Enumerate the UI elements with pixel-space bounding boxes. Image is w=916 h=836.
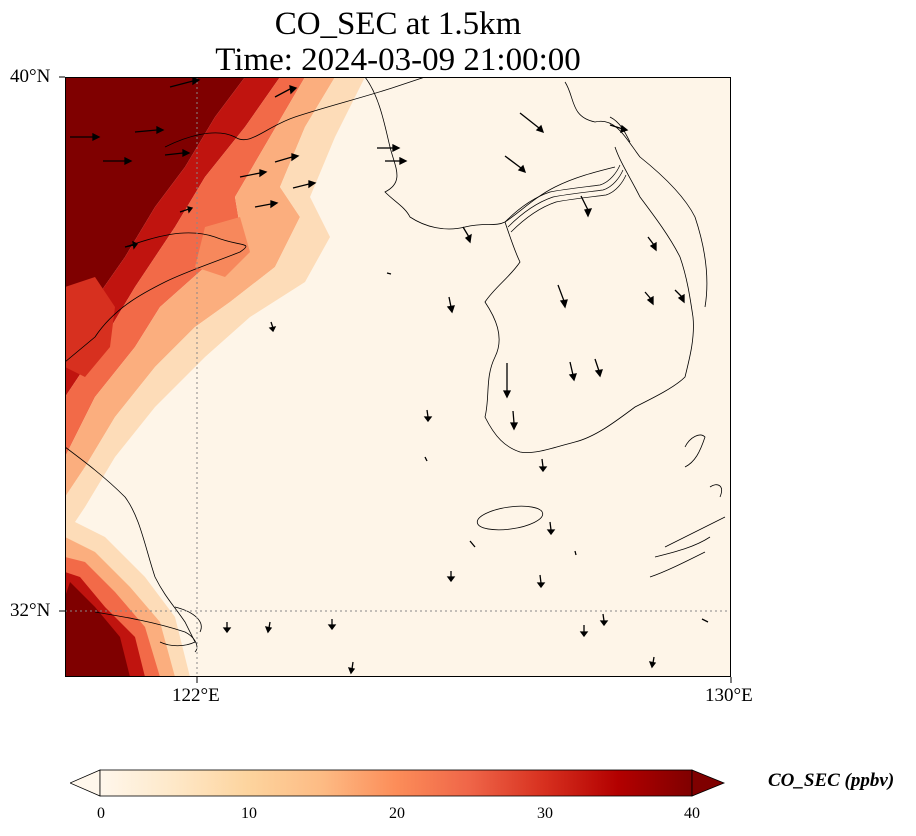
coastlines: [65, 77, 726, 653]
co-field-northwest: [65, 77, 365, 537]
border-lines: [504, 164, 627, 233]
plot-title-line2: Time: 2024-03-09 21:00:00: [215, 42, 581, 78]
axis-ticks: [59, 76, 732, 683]
lat-tick-40: 40°N: [10, 66, 51, 87]
colorbar-tick-40: 40: [684, 805, 700, 822]
gridlines: [65, 77, 731, 677]
colorbar-gradient: [99, 769, 693, 797]
colorbar-tick-20: 20: [389, 805, 405, 822]
wind-vectors: [70, 77, 709, 675]
colorbar-tick-10: 10: [241, 805, 257, 822]
colorbar-tick-30: 30: [537, 805, 553, 822]
colorbar-extend-low: [70, 769, 101, 797]
co-field-southwest: [65, 517, 190, 677]
colorbar-label: CO_SEC (ppbv): [768, 770, 895, 791]
lon-tick-130: 130°E: [705, 685, 753, 706]
plot-title-line1: CO_SEC at 1.5km: [274, 6, 522, 42]
lon-tick-122: 122°E: [172, 685, 220, 706]
map-panel: [65, 77, 731, 677]
colorbar-tick-0: 0: [97, 805, 105, 822]
colorbar-extend-high: [691, 769, 726, 797]
lat-tick-32: 32°N: [10, 600, 51, 621]
colorbar: [70, 769, 726, 797]
